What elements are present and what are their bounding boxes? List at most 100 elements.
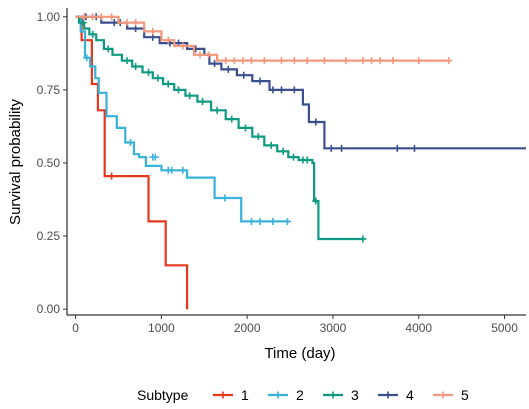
censor-mark-5 — [376, 57, 384, 65]
legend-key-censor-2 — [274, 391, 282, 399]
censor-mark-5 — [149, 27, 157, 35]
censor-mark-3 — [104, 45, 112, 53]
legend: Subtype 1 2 3 4 5 — [137, 387, 469, 403]
censor-mark-4 — [110, 19, 118, 27]
censor-mark-1 — [108, 172, 116, 180]
censor-mark-3 — [164, 80, 172, 88]
censor-mark-3 — [289, 153, 297, 161]
censor-mark-2 — [168, 166, 176, 174]
censor-mark-2 — [221, 194, 229, 202]
censor-mark-3 — [267, 141, 275, 149]
censor-mark-5 — [222, 57, 230, 65]
censor-mark-3 — [79, 19, 87, 27]
legend-label-2: 2 — [296, 387, 304, 403]
censor-mark-5 — [368, 57, 376, 65]
censor-mark-2 — [256, 217, 264, 225]
censor-mark-5 — [80, 13, 88, 21]
censor-mark-3 — [312, 197, 320, 205]
censor-mark-5 — [97, 13, 105, 21]
censor-mark-5 — [342, 57, 350, 65]
legend-key-censor-1 — [219, 391, 227, 399]
censor-mark-4 — [132, 24, 140, 32]
censor-mark-2 — [179, 166, 187, 174]
censor-mark-4 — [224, 65, 232, 73]
censor-mark-2 — [151, 153, 159, 161]
censor-mark-5 — [415, 57, 423, 65]
censor-mark-3 — [279, 147, 287, 155]
y-tick-label: 1.00 — [37, 10, 61, 24]
censor-mark-2 — [269, 217, 277, 225]
censor-mark-5 — [132, 19, 140, 27]
censor-mark-3 — [359, 235, 367, 243]
censor-mark-5 — [123, 19, 131, 27]
x-tick-label: 5000 — [491, 321, 518, 335]
legend-title: Subtype — [137, 387, 189, 403]
censor-mark-5 — [108, 13, 116, 21]
censor-mark-5 — [359, 57, 367, 65]
censor-mark-3 — [303, 156, 311, 164]
x-tick-label: 0 — [72, 321, 79, 335]
censor-mark-4 — [327, 144, 335, 152]
y-tick-label: 0.25 — [37, 229, 61, 243]
plot-area — [75, 13, 526, 310]
censor-mark-4 — [338, 144, 346, 152]
censor-mark-3 — [228, 115, 236, 123]
censor-mark-5 — [290, 57, 298, 65]
censor-mark-4 — [256, 77, 264, 85]
censor-mark-5 — [445, 57, 453, 65]
survival-curve-2 — [75, 15, 288, 223]
censor-mark-3 — [145, 68, 153, 76]
censor-mark-3 — [89, 30, 97, 38]
censor-mark-5 — [239, 57, 247, 65]
censor-mark-5 — [320, 57, 328, 65]
censor-mark-4 — [149, 33, 157, 41]
x-tick-label: 3000 — [320, 321, 347, 335]
censor-mark-2 — [83, 54, 91, 62]
censor-mark-4 — [269, 86, 277, 94]
x-axis-title: Time (day) — [264, 345, 335, 362]
censor-mark-5 — [277, 57, 285, 65]
x-tick-label: 1000 — [148, 321, 175, 335]
legend-label-3: 3 — [351, 387, 359, 403]
censor-mark-5 — [205, 51, 213, 59]
y-axis-title: Survival probability — [7, 99, 24, 225]
censor-mark-5 — [303, 57, 311, 65]
y-tick-label: 0.00 — [37, 302, 61, 316]
legend-label-4: 4 — [406, 387, 414, 403]
censor-mark-3 — [213, 106, 221, 114]
censor-mark-5 — [389, 57, 397, 65]
censor-mark-4 — [277, 86, 285, 94]
censor-mark-4 — [312, 118, 320, 126]
censor-mark-5 — [196, 51, 204, 59]
axes: 0.00 0.25 0.50 0.75 1.00 0 1000 2000 3000 4000 500… — [37, 8, 526, 335]
legend-label-1: 1 — [241, 387, 249, 403]
censor-mark-5 — [179, 42, 187, 50]
censor-mark-3 — [241, 124, 249, 132]
censor-mark-3 — [154, 74, 162, 82]
censor-mark-2 — [247, 217, 255, 225]
censor-mark-4 — [211, 60, 219, 68]
censor-mark-3 — [175, 86, 183, 94]
survival-curve-5 — [75, 15, 449, 62]
legend-key-censor-3 — [329, 391, 337, 399]
y-tick-label: 0.75 — [37, 83, 61, 97]
censor-mark-2 — [283, 217, 291, 225]
legend-key-censor-4 — [384, 391, 392, 399]
censor-mark-5 — [230, 57, 238, 65]
survival-curve-4 — [75, 15, 526, 150]
censor-mark-4 — [240, 71, 248, 79]
censor-mark-3 — [254, 133, 262, 141]
censor-mark-3 — [186, 92, 194, 100]
censor-mark-4 — [393, 144, 401, 152]
censor-mark-5 — [164, 36, 172, 44]
y-tick-label: 0.50 — [37, 156, 61, 170]
censor-mark-5 — [247, 57, 255, 65]
censor-mark-3 — [132, 62, 140, 70]
x-tick-label: 4000 — [405, 321, 432, 335]
censor-mark-5 — [89, 13, 97, 21]
censor-mark-3 — [199, 98, 207, 106]
censor-mark-4 — [290, 86, 298, 94]
censor-mark-4 — [410, 144, 418, 152]
legend-key-censor-5 — [439, 391, 447, 399]
